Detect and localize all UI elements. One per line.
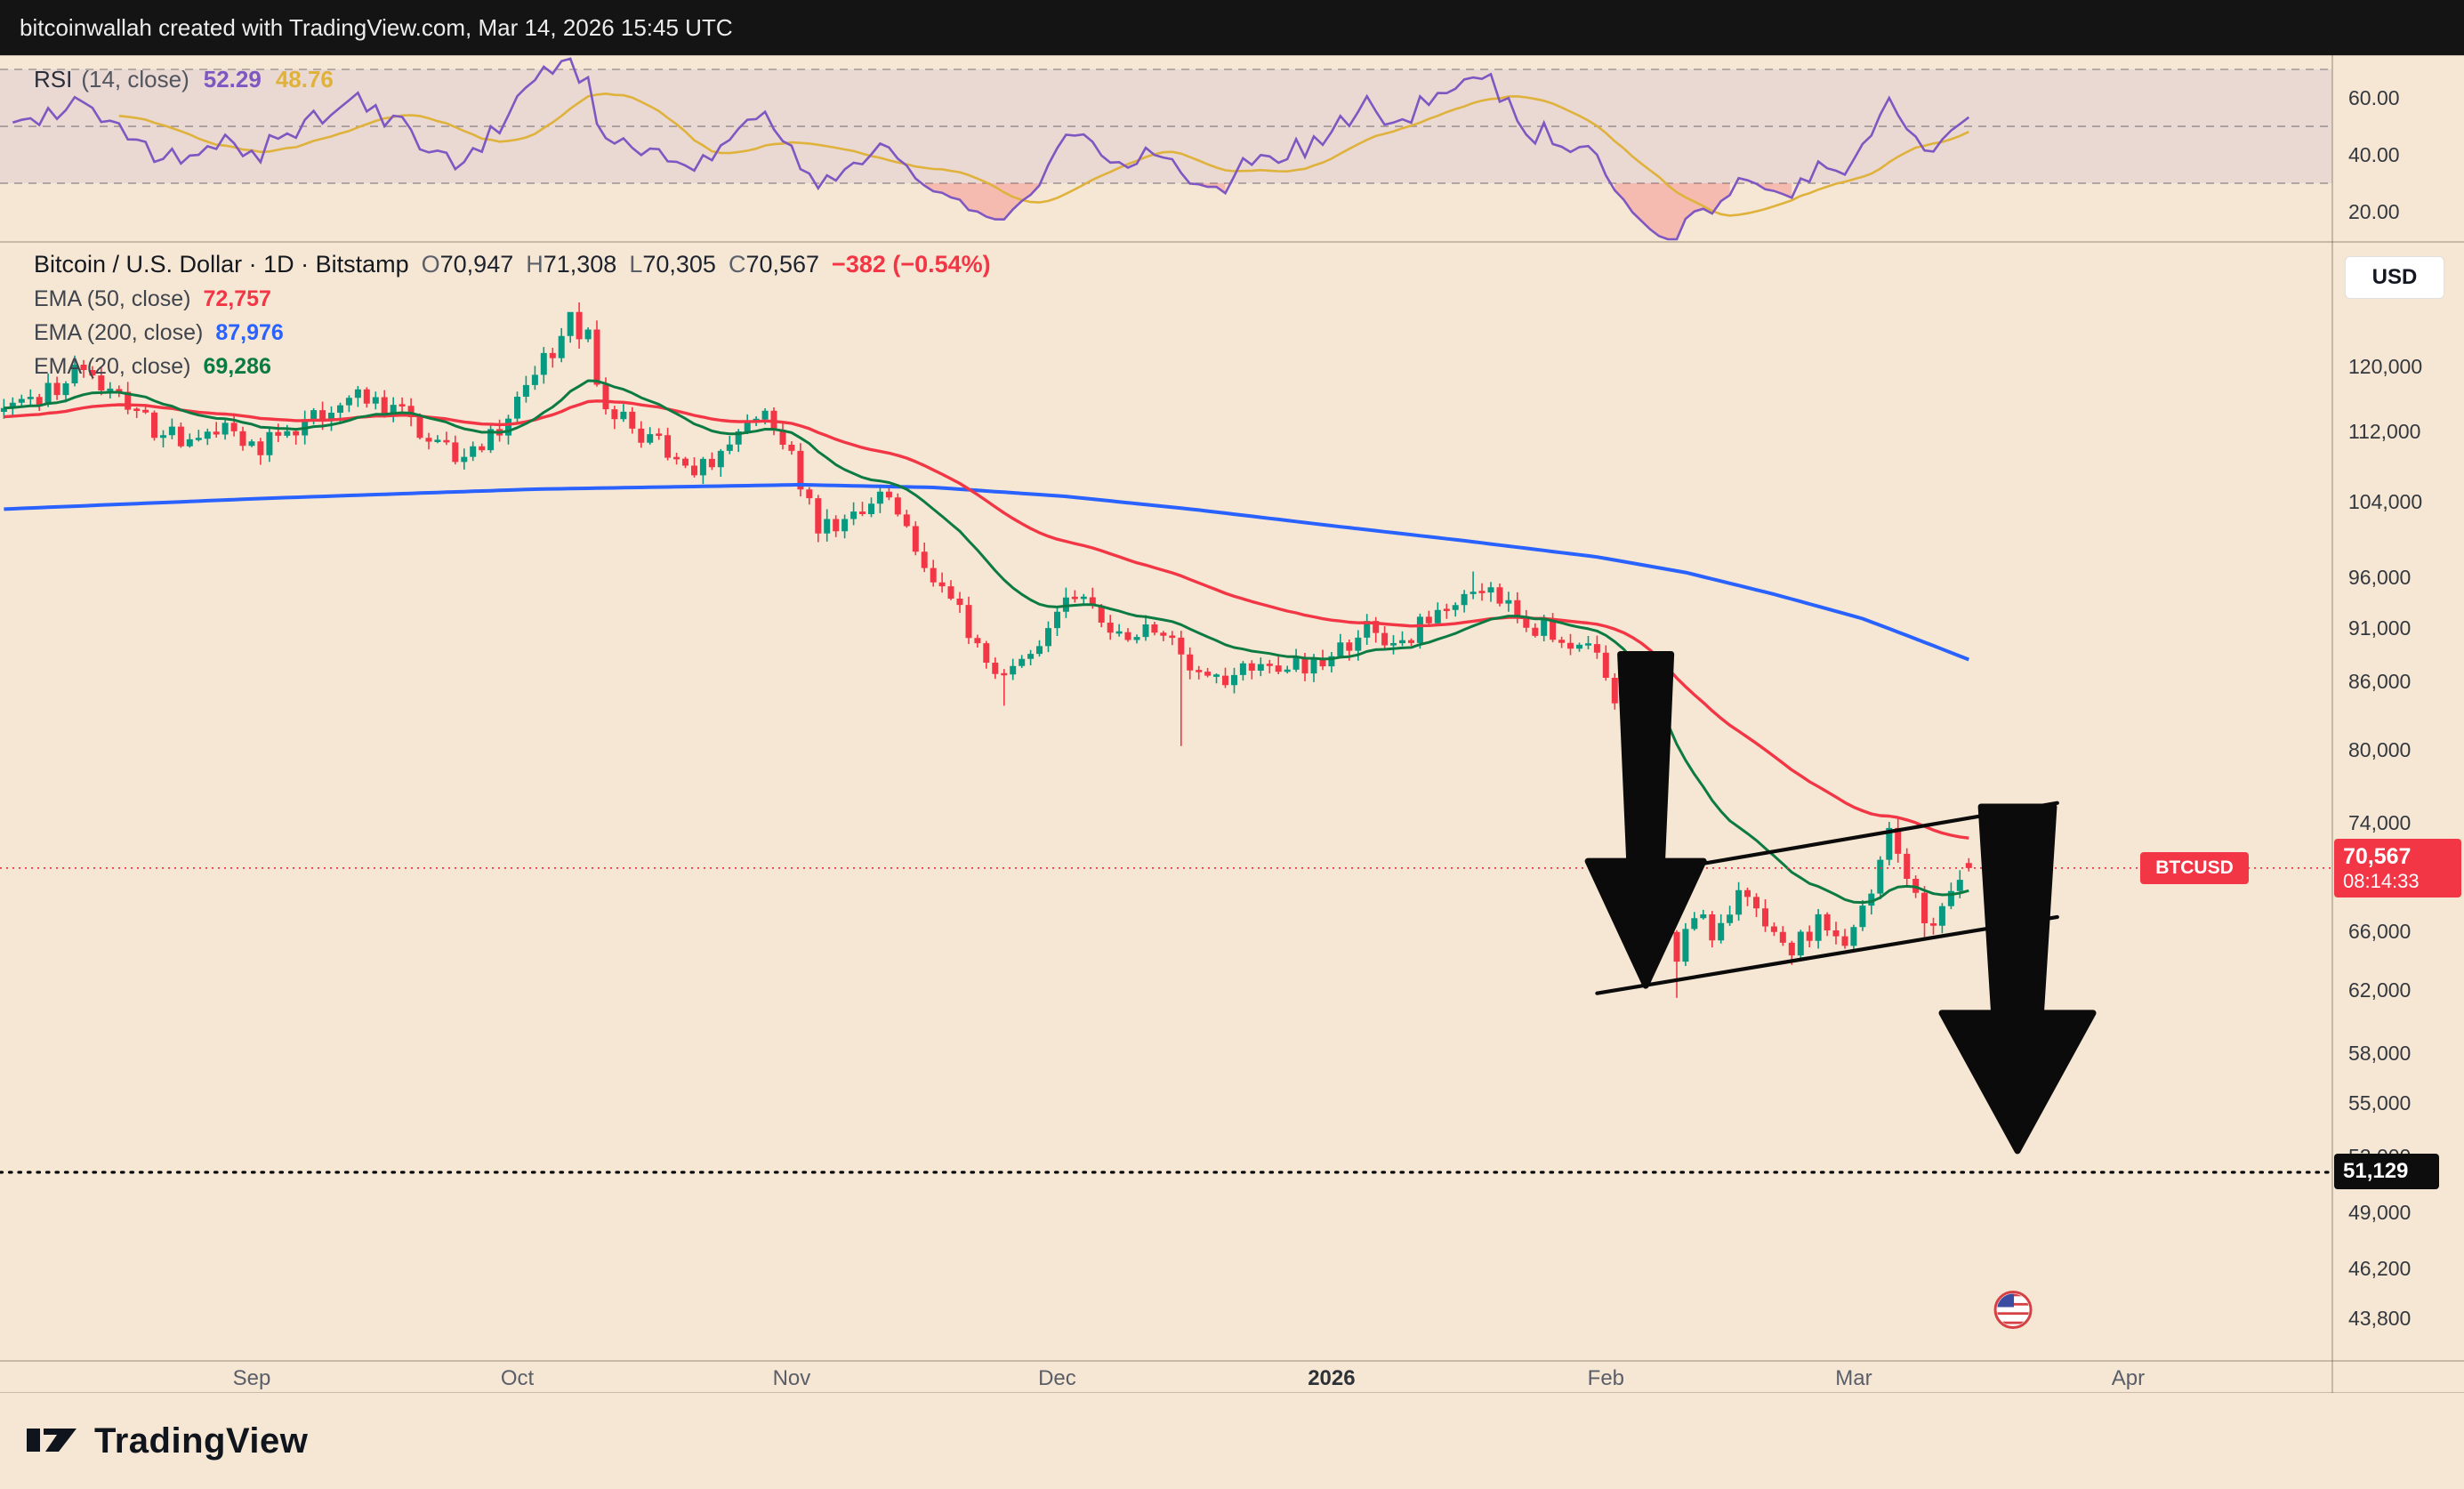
current-price-badge: 70,567 08:14:33 [2334, 838, 2461, 897]
price-tick: 55,000 [2348, 1091, 2412, 1115]
time-axis-label: Mar [1835, 1366, 1872, 1390]
open-value: 70,947 [439, 251, 514, 278]
rsi-title: RSI [34, 66, 73, 93]
attribution-text: bitcoinwallah created with TradingView.c… [20, 13, 733, 41]
symbol-price-line-label: BTCUSD [2140, 851, 2249, 884]
target-price-badge: 51,129 [2334, 1153, 2439, 1189]
ema50-value: 72,757 [203, 286, 271, 311]
price-scale[interactable]: 120,000 112,000 104,000 96,000 91,000 86,000 8… [2332, 55, 2464, 1393]
price-tick: 43,800 [2348, 1307, 2412, 1331]
ema20-label: EMA (20, close) [34, 354, 191, 379]
rsi-value: 52.29 [203, 66, 262, 93]
price-tick: 58,000 [2348, 1042, 2412, 1066]
price-tick: 49,000 [2348, 1201, 2412, 1225]
ema200-value: 87,976 [215, 320, 284, 345]
ema50-label: EMA (50, close) [34, 286, 191, 311]
change-value: −382 (−0.54%) [832, 251, 991, 278]
price-tick: 112,000 [2348, 420, 2421, 444]
symbol-legend[interactable]: Bitcoin / U.S. Dollar · 1D · Bitstamp O70… [34, 251, 991, 278]
low-label: L [629, 251, 643, 278]
indicator-legend-ema20[interactable]: EMA (20, close) 69,286 [34, 354, 271, 380]
time-axis-label: Sep [232, 1366, 271, 1390]
ema200-label: EMA (200, close) [34, 320, 204, 345]
open-label: O [421, 251, 440, 278]
time-axis-label: Dec [1038, 1366, 1076, 1390]
tradingview-footer: TradingView [0, 1393, 2464, 1489]
current-price-text: 70,567 [2343, 843, 2412, 869]
time-axis-label: Nov [772, 1366, 811, 1390]
attribution-bar: bitcoinwallah created with TradingView.c… [0, 0, 2464, 55]
time-axis-label: 2026 [1308, 1366, 1356, 1390]
price-tick: 86,000 [2348, 669, 2412, 693]
time-axis-label: Apr [2111, 1366, 2146, 1390]
time-axis-label: Feb [1587, 1366, 1625, 1390]
price-tick: 96,000 [2348, 566, 2412, 590]
rsi-ma-value: 48.76 [275, 66, 334, 93]
time-axis-label: Oct [500, 1366, 535, 1390]
rsi-tick: 60.00 [2348, 86, 2400, 110]
rsi-params: (14, close) [81, 66, 189, 93]
high-label: H [526, 251, 544, 278]
currency-toggle-label: USD [2371, 265, 2418, 289]
price-tick: 74,000 [2348, 811, 2412, 835]
low-value: 70,305 [642, 251, 716, 278]
indicator-legend-ema200[interactable]: EMA (200, close) 87,976 [34, 320, 284, 346]
high-value: 71,308 [543, 251, 617, 278]
indicator-legend-ema50[interactable]: EMA (50, close) 72,757 [34, 286, 271, 312]
price-tick: 80,000 [2348, 737, 2412, 761]
symbol-label-text: BTCUSD [2155, 857, 2234, 878]
rsi-price-scale[interactable]: 60.00 40.00 20.00 [2332, 55, 2464, 242]
ema20-value: 69,286 [203, 354, 271, 379]
rsi-tick: 20.00 [2348, 200, 2400, 224]
price-tick: 46,200 [2348, 1256, 2412, 1280]
tradingview-wordmark[interactable]: TradingView [94, 1421, 309, 1461]
price-tick: 66,000 [2348, 919, 2412, 943]
price-tick: 120,000 [2348, 355, 2423, 379]
close-value: 70,567 [745, 251, 820, 278]
time-axis[interactable]: Sep Oct Nov Dec 2026 Feb Mar Apr [0, 1361, 2332, 1393]
price-tick: 62,000 [2348, 978, 2412, 1002]
price-tick: 104,000 [2348, 490, 2423, 514]
symbol-title: Bitcoin / U.S. Dollar · 1D · Bitstamp [34, 251, 409, 278]
tradingview-logo-icon[interactable] [27, 1421, 78, 1461]
rsi-indicator-legend[interactable]: RSI (14, close) 52.29 48.76 [34, 66, 334, 93]
bar-countdown: 08:14:33 [2343, 869, 2420, 892]
close-label: C [728, 251, 746, 278]
rsi-tick: 40.00 [2348, 143, 2400, 167]
currency-toggle-button[interactable]: USD [2345, 256, 2444, 299]
price-tick: 91,000 [2348, 616, 2412, 640]
target-price-text: 51,129 [2343, 1158, 2409, 1183]
